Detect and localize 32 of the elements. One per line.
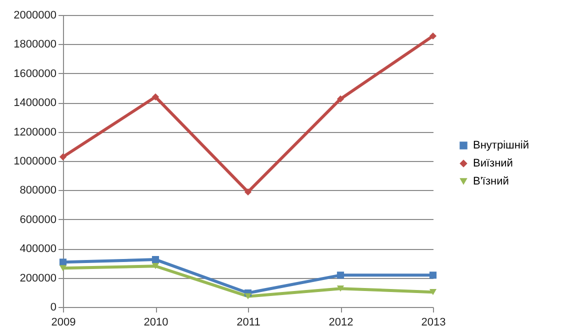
point	[59, 258, 67, 266]
x-tick-label: 2013	[421, 316, 446, 328]
y-tick-label: 2000000	[14, 10, 56, 22]
point	[429, 32, 437, 40]
y-tick-label: 0	[50, 302, 56, 314]
point	[152, 256, 160, 264]
x-tick-label: 2011	[236, 316, 260, 328]
y-tick-label: 1400000	[14, 97, 56, 110]
point	[429, 289, 437, 296]
x-tick-label: 2010	[144, 316, 168, 328]
x-tick-label: 2012	[328, 316, 354, 328]
y-tick-label: 1800000	[14, 38, 56, 51]
legend-label: Внутрішній	[473, 140, 529, 152]
point	[59, 265, 67, 272]
y-tick-label: 200000	[20, 272, 56, 284]
y-tick-label: 1200000	[14, 126, 56, 138]
y-tick-label: 600000	[20, 214, 56, 226]
point	[244, 188, 252, 196]
x-tick-label: 2009	[51, 316, 76, 328]
point	[429, 272, 437, 279]
y-tick-label: 1600000	[14, 68, 56, 80]
point	[244, 293, 252, 300]
point	[152, 263, 160, 270]
y-tick-label: 1000000	[14, 156, 56, 168]
legend-label: В'їзний	[473, 176, 509, 188]
legend-label: Виїзний	[473, 158, 513, 170]
point	[336, 272, 344, 279]
point	[336, 95, 344, 102]
point	[336, 286, 344, 292]
y-tick-label: 800000	[20, 184, 56, 197]
point	[152, 93, 160, 100]
y-tick-label: 400000	[20, 243, 56, 256]
